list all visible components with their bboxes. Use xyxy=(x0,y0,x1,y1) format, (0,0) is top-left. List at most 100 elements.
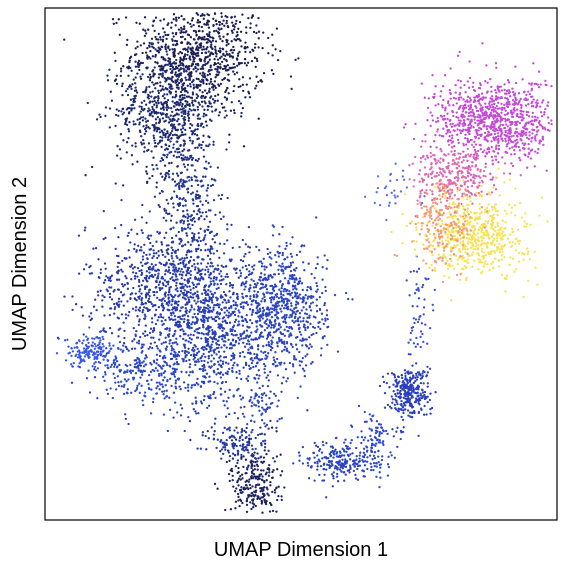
scatter-point xyxy=(233,25,236,28)
scatter-point xyxy=(267,467,270,470)
scatter-point xyxy=(191,264,194,268)
scatter-point xyxy=(191,142,194,145)
scatter-point xyxy=(231,31,234,34)
scatter-point xyxy=(323,254,326,257)
scatter-point xyxy=(188,104,191,108)
scatter-point xyxy=(120,84,124,88)
scatter-point xyxy=(207,228,210,232)
scatter-point xyxy=(267,474,271,477)
scatter-point xyxy=(226,275,229,279)
scatter-point xyxy=(207,437,210,440)
scatter-point xyxy=(207,70,211,73)
scatter-point xyxy=(185,57,188,61)
scatter-point xyxy=(345,462,348,465)
scatter-point xyxy=(202,278,205,281)
scatter-point xyxy=(192,202,195,205)
scatter-point xyxy=(204,310,207,313)
scatter-point xyxy=(294,303,298,306)
scatter-point xyxy=(161,309,165,312)
scatter-point xyxy=(134,97,137,100)
scatter-point xyxy=(182,117,185,120)
scatter-point xyxy=(191,402,194,405)
scatter-point xyxy=(177,325,180,329)
scatter-point xyxy=(315,310,319,313)
scatter-point xyxy=(219,365,223,368)
scatter-point xyxy=(198,208,201,211)
scatter-point xyxy=(151,163,154,167)
scatter-point xyxy=(198,279,202,282)
scatter-point xyxy=(207,209,211,212)
scatter-point xyxy=(176,248,180,251)
scatter-point xyxy=(109,387,112,390)
scatter-point xyxy=(275,260,278,264)
scatter-point xyxy=(177,315,180,319)
scatter-point xyxy=(171,311,175,314)
scatter-point xyxy=(134,76,137,79)
scatter-point xyxy=(291,236,294,239)
scatter-point xyxy=(142,109,145,112)
scatter-point xyxy=(235,487,238,490)
scatter-point xyxy=(216,382,219,385)
scatter-point xyxy=(201,14,204,17)
scatter-point xyxy=(320,451,324,454)
scatter-point xyxy=(150,378,153,382)
scatter-point xyxy=(172,269,175,272)
scatter-point xyxy=(243,415,246,418)
scatter-point xyxy=(278,300,281,304)
scatter-point xyxy=(188,285,191,288)
scatter-point xyxy=(255,296,258,299)
scatter-point xyxy=(315,304,318,307)
scatter-point xyxy=(260,486,263,490)
scatter-point xyxy=(157,95,160,98)
scatter-point xyxy=(152,83,156,86)
scatter-point xyxy=(299,320,302,323)
scatter-point xyxy=(214,62,217,66)
scatter-point xyxy=(284,247,287,250)
scatter-point xyxy=(193,383,197,387)
scatter-point xyxy=(179,108,182,111)
scatter-point xyxy=(132,123,135,126)
scatter-point xyxy=(225,301,228,304)
scatter-point xyxy=(154,308,158,312)
scatter-point xyxy=(191,316,194,319)
scatter-point xyxy=(102,337,105,341)
scatter-point xyxy=(140,292,143,295)
scatter-point xyxy=(130,263,134,266)
scatter-point xyxy=(256,282,259,285)
scatter-point xyxy=(304,328,307,332)
scatter-point xyxy=(204,63,207,66)
scatter-point xyxy=(162,307,165,310)
scatter-point xyxy=(326,343,329,347)
scatter-point xyxy=(219,37,222,41)
scatter-point xyxy=(138,121,141,124)
scatter-point xyxy=(125,277,128,280)
scatter-point xyxy=(250,321,254,325)
scatter-point xyxy=(260,265,264,268)
scatter-point xyxy=(158,128,161,131)
scatter-point xyxy=(317,321,320,324)
scatter-point xyxy=(265,499,268,503)
scatter-point xyxy=(268,313,271,316)
scatter-point xyxy=(248,441,251,445)
scatter-point xyxy=(197,29,200,33)
scatter-point xyxy=(229,329,232,333)
scatter-point xyxy=(198,326,201,330)
scatter-point xyxy=(204,102,207,105)
scatter-point xyxy=(91,353,95,357)
scatter-point xyxy=(266,492,269,495)
scatter-point xyxy=(93,337,96,340)
scatter-point xyxy=(151,256,154,260)
scatter-point xyxy=(146,280,149,283)
scatter-point xyxy=(88,391,92,394)
scatter-point xyxy=(171,110,174,114)
scatter-point xyxy=(187,46,190,49)
scatter-point xyxy=(120,300,123,303)
scatter-point xyxy=(229,67,233,70)
scatter-point xyxy=(347,454,350,458)
scatter-point xyxy=(133,107,136,110)
scatter-point xyxy=(181,306,184,309)
scatter-point xyxy=(246,468,249,471)
scatter-point xyxy=(259,287,262,291)
scatter-point xyxy=(147,297,151,300)
scatter-point xyxy=(131,376,135,379)
